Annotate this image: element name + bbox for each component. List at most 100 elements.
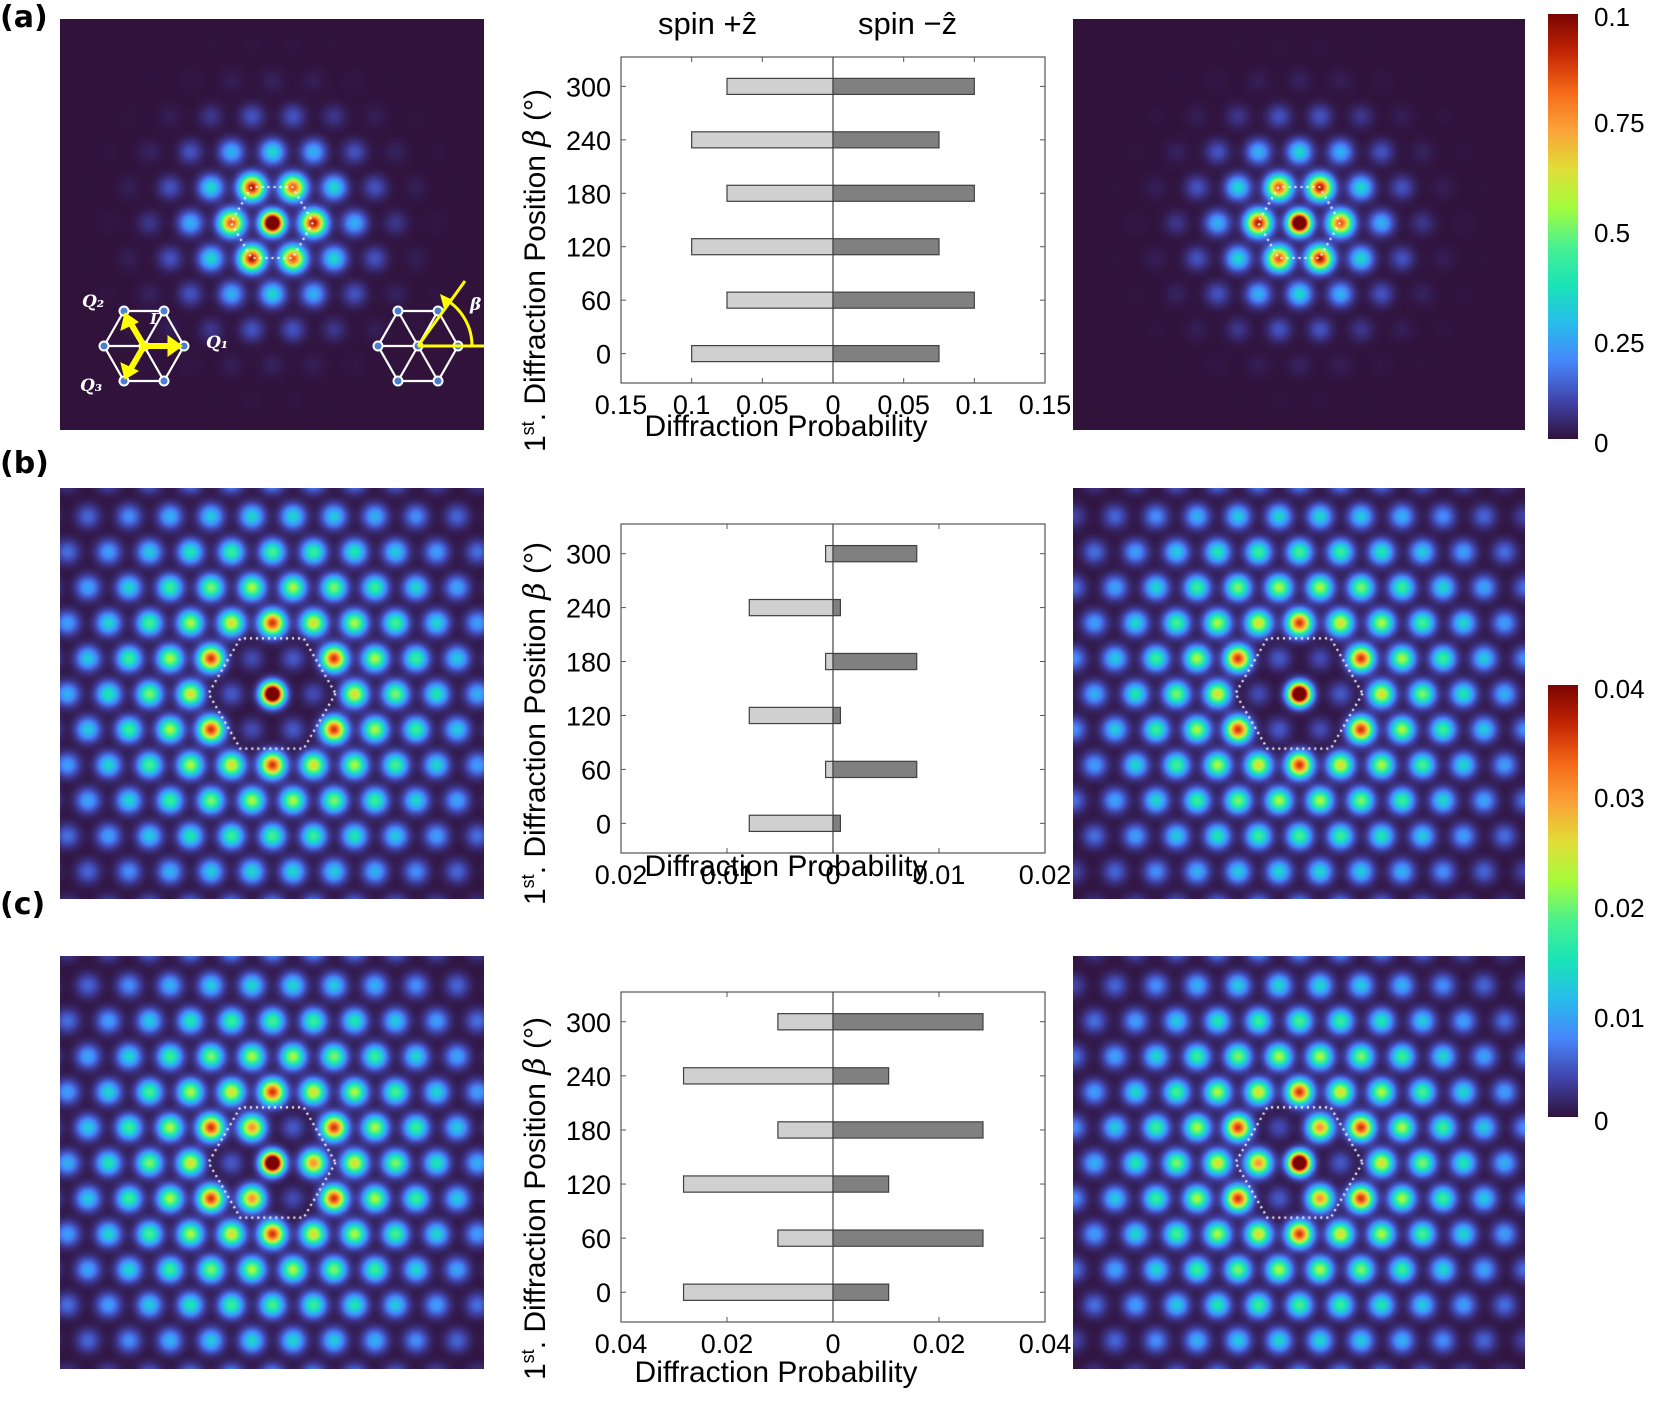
y-tick-label: 120: [566, 701, 611, 731]
x-tick-label: 0.15: [595, 390, 648, 420]
x-axis-label-a: Diffraction Probability: [644, 410, 928, 443]
colorbar-a-tick-4: 0: [1594, 428, 1609, 458]
bar-spin-minus: [832, 1175, 890, 1193]
diffraction-image-a-spin-plus: [60, 19, 484, 430]
x-tick-label: 0.02: [1019, 860, 1072, 890]
reciprocal-vector-arrows: [120, 312, 183, 380]
vector-label-q1: Q₁: [206, 333, 229, 353]
y-tick-label: 240: [566, 126, 611, 156]
colorbar-bc-tick-0: 0.04: [1594, 674, 1645, 704]
y-axis-label-a-text: 1st. Diffraction Position β (°): [518, 89, 553, 452]
y-axis-label-c: 1st. Diffraction Position β (°): [518, 1017, 553, 1380]
x-tick-label: 0: [825, 860, 840, 890]
colorbar-a-tick-2: 0.5: [1594, 218, 1631, 248]
panel-label-a: (a): [0, 0, 48, 35]
diffraction-image-c-spin-plus: [60, 956, 484, 1369]
bar-spin-minus: [832, 1121, 984, 1139]
diffraction-image-b-spin-plus: [60, 488, 484, 899]
y-tick-label: 0: [596, 340, 611, 370]
colorbar-a-tick-3: 0.25: [1594, 328, 1645, 358]
x-tick-label: 0.1: [673, 390, 711, 420]
title-spin-plus: spin +ẑ: [658, 6, 758, 41]
x-tick-label: 0.02: [701, 1329, 754, 1359]
colorbar-a-tick-0: 0.1: [1594, 2, 1631, 32]
bar-spin-plus: [777, 1013, 834, 1031]
chart-plot-area: 0.15 0.1 0.05 0 0.05 0.1 0.15 0 60 120 180 240 300: [566, 56, 1072, 420]
bar-spin-minus: [832, 77, 975, 96]
bar-spin-minus: [832, 291, 975, 309]
bar-spin-minus: [832, 814, 842, 833]
bar-spin-minus: [832, 238, 940, 256]
x-axis-label-b: Diffraction Probability: [644, 850, 928, 883]
y-tick-label: 120: [566, 233, 611, 263]
x-tick-label: 0.05: [877, 390, 930, 420]
x-tick-label: 0.1: [956, 390, 994, 420]
bar-spin-plus: [682, 1067, 834, 1085]
x-tick-label: 0.02: [595, 860, 648, 890]
bar-spin-plus: [777, 1121, 834, 1139]
y-tick-label: 300: [566, 540, 611, 570]
y-tick-label: 0: [596, 1278, 611, 1308]
chart-plot-area: 0.02 0.01 0 0.01 0.02 0 60 120 180 240 300: [566, 523, 1072, 890]
vector-label-q3: Q₃: [80, 376, 103, 396]
x-tick-label: 0: [825, 1329, 840, 1359]
bar-spin-minus: [832, 598, 842, 617]
x-tick-label: 0.01: [913, 860, 966, 890]
diffraction-image-c-spin-minus: [1073, 956, 1525, 1369]
chart-plot-area: 0.04 0.02 0 0.02 0.04 0 60 120 180 240 300: [566, 991, 1072, 1359]
beta-label: β: [470, 295, 482, 315]
y-tick-label: 120: [566, 1170, 611, 1200]
title-spin-minus: spin −ẑ: [858, 6, 958, 41]
x-tick-label: 0.02: [913, 1329, 966, 1359]
y-tick-label: 240: [566, 594, 611, 624]
y-tick-label: 300: [566, 1008, 611, 1038]
colorbar-a: [1548, 14, 1578, 439]
y-tick-label: 300: [566, 72, 611, 102]
bar-spin-plus: [682, 1283, 834, 1301]
x-tick-label: 0.04: [1019, 1329, 1072, 1359]
y-axis-label-a: 1st. Diffraction Position β (°): [518, 89, 553, 452]
x-tick-label: 0: [825, 390, 840, 420]
bar-spin-minus: [832, 652, 918, 671]
bar-spin-minus: [832, 1283, 890, 1301]
bar-spin-minus: [832, 706, 842, 725]
panel-label-b: (b): [0, 446, 49, 481]
x-tick-label: 0.05: [736, 390, 789, 420]
y-tick-label: 180: [566, 648, 611, 678]
beta-arrowhead-icon: [440, 294, 453, 309]
y-axis-label-b-text: 1st. Diffraction Position β (°): [518, 542, 553, 905]
x-tick-label: 0.04: [595, 1329, 648, 1359]
x-tick-label: 0.01: [701, 860, 754, 890]
colorbar-bc-tick-3: 0.01: [1594, 1003, 1645, 1033]
bar-spin-minus: [832, 760, 918, 779]
bar-spin-minus: [832, 544, 918, 563]
y-tick-label: 60: [581, 1224, 611, 1254]
y-tick-label: 0: [596, 809, 611, 839]
y-tick-label: 240: [566, 1062, 611, 1092]
bar-spin-minus: [832, 1229, 984, 1247]
diffraction-image-a-spin-minus: [1073, 19, 1525, 430]
y-tick-label: 60: [581, 755, 611, 785]
x-axis-label-c: Diffraction Probability: [634, 1356, 918, 1389]
lattice-inset-diagram: [98, 280, 484, 387]
y-axis-label-c-text: 1st. Diffraction Position β (°): [518, 1017, 553, 1380]
bar-spin-plus: [682, 1175, 834, 1193]
panel-label-c: (c): [0, 887, 46, 922]
gamma-label: Γ: [150, 310, 161, 328]
y-axis-label-b: 1st. Diffraction Position β (°): [518, 542, 553, 905]
bar-spin-minus: [832, 1067, 890, 1085]
y-tick-label: 180: [566, 179, 611, 209]
colorbar-bc: [1548, 685, 1578, 1117]
colorbar-a-tick-1: 0.75: [1594, 108, 1645, 138]
bar-spin-minus: [832, 184, 975, 202]
y-tick-label: 180: [566, 1116, 611, 1146]
diffraction-image-b-spin-minus: [1073, 488, 1525, 899]
vector-label-q2: Q₂: [82, 292, 105, 312]
bar-spin-minus: [832, 1013, 984, 1031]
bar-spin-plus: [777, 1229, 834, 1247]
x-tick-label: 0.15: [1019, 390, 1072, 420]
colorbar-bc-tick-4: 0: [1594, 1106, 1609, 1136]
bar-spin-minus: [832, 131, 940, 149]
colorbar-bc-tick-2: 0.02: [1594, 893, 1645, 923]
colorbar-bc-tick-1: 0.03: [1594, 783, 1645, 813]
